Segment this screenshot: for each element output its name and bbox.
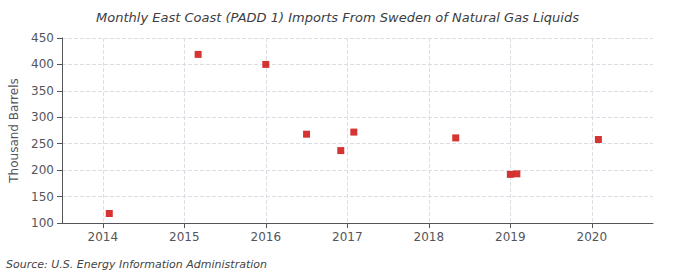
svg-text:2017: 2017: [332, 230, 363, 244]
svg-text:100: 100: [31, 216, 54, 230]
svg-text:350: 350: [31, 84, 54, 98]
svg-text:2016: 2016: [251, 230, 282, 244]
svg-text:400: 400: [31, 57, 54, 71]
svg-text:450: 450: [31, 31, 54, 45]
svg-text:2020: 2020: [577, 230, 608, 244]
svg-text:2015: 2015: [169, 230, 200, 244]
svg-text:Source: U.S. Energy Informatio: Source: U.S. Energy Information Administ…: [6, 258, 267, 271]
svg-text:150: 150: [31, 190, 54, 204]
svg-text:2014: 2014: [87, 230, 118, 244]
svg-text:2018: 2018: [414, 230, 445, 244]
svg-text:Monthly East Coast (PADD 1) Im: Monthly East Coast (PADD 1) Imports From…: [96, 10, 579, 25]
svg-text:2019: 2019: [495, 230, 526, 244]
svg-text:250: 250: [31, 137, 54, 151]
svg-text:300: 300: [31, 110, 54, 124]
svg-text:200: 200: [31, 163, 54, 177]
svg-text:Thousand Barrels: Thousand Barrels: [7, 78, 21, 183]
